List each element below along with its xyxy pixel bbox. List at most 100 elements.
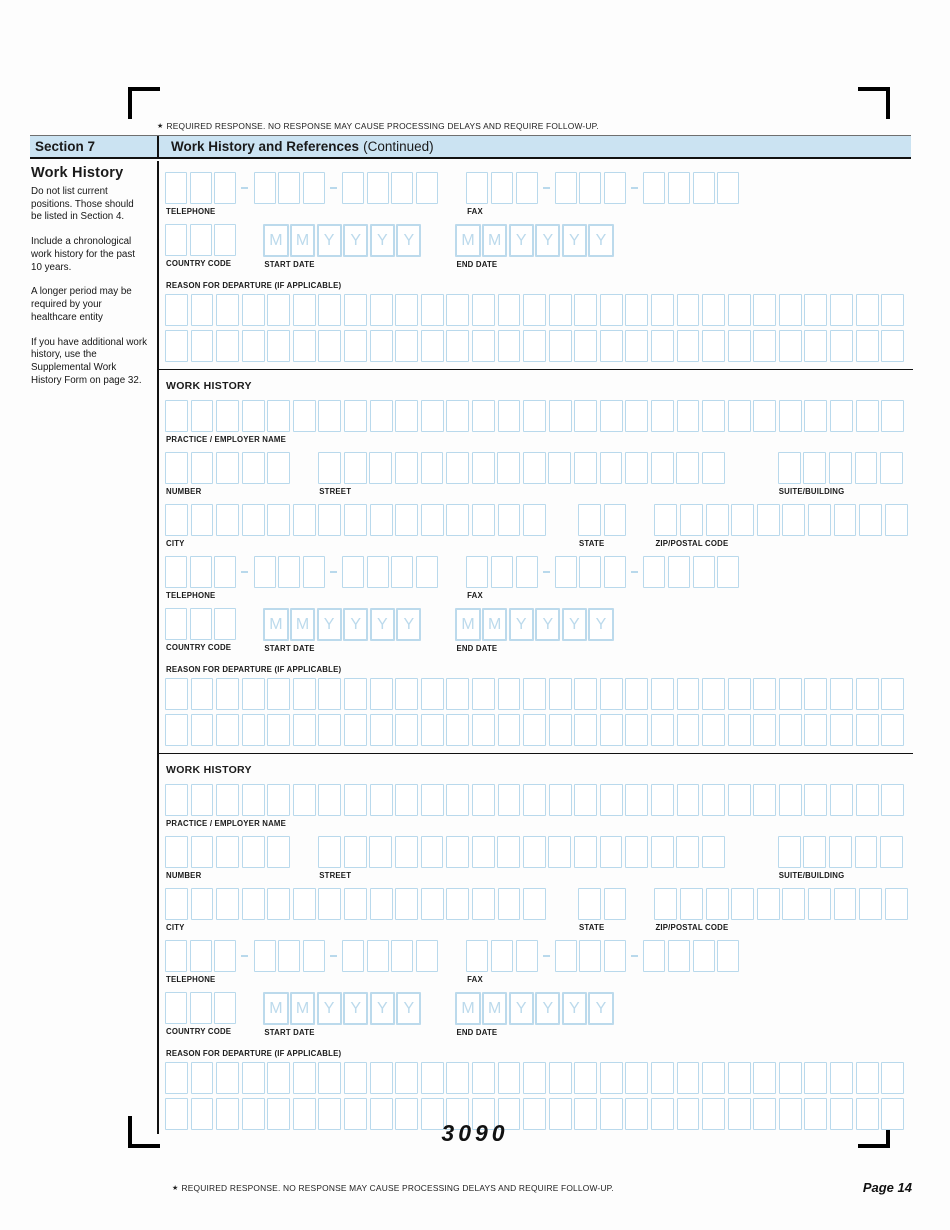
char-box[interactable] [471,452,495,484]
char-box[interactable] [523,1098,546,1130]
char-box[interactable] [369,714,393,746]
char-box[interactable] [731,888,755,920]
date-char-box[interactable]: Y [561,992,587,1025]
char-box[interactable] [190,400,214,432]
date-char-box[interactable]: M [263,608,289,641]
char-box[interactable] [701,452,725,484]
char-box[interactable] [165,400,188,432]
char-box[interactable] [241,1062,265,1094]
char-box[interactable] [828,836,852,868]
char-box[interactable] [471,1062,495,1094]
char-box[interactable] [267,784,291,816]
char-box[interactable] [394,452,418,484]
char-box[interactable] [216,836,240,868]
char-box[interactable] [165,714,188,746]
char-box[interactable] [577,888,601,920]
char-box[interactable] [214,556,237,588]
char-box[interactable] [420,504,444,536]
char-box[interactable] [778,330,802,362]
char-box[interactable] [344,294,367,326]
char-box[interactable] [471,400,495,432]
char-box[interactable] [369,836,393,868]
char-box[interactable] [523,888,546,920]
char-box[interactable] [344,714,367,746]
char-box[interactable] [778,294,802,326]
char-box[interactable] [676,836,700,868]
date-char-box[interactable]: Y [369,224,395,257]
char-box[interactable] [577,504,601,536]
char-box[interactable] [267,400,291,432]
char-box[interactable] [599,678,623,710]
char-box[interactable] [599,784,623,816]
char-box[interactable] [216,1098,240,1130]
char-box[interactable] [241,714,265,746]
char-box[interactable] [466,556,489,588]
char-box[interactable] [420,1098,444,1130]
char-box[interactable] [702,784,726,816]
char-box[interactable] [253,172,276,204]
char-box[interactable] [523,400,546,432]
char-box[interactable] [599,836,623,868]
char-box[interactable] [880,836,903,868]
char-box[interactable] [676,714,700,746]
char-box[interactable] [267,452,291,484]
char-box[interactable] [395,714,419,746]
char-box[interactable] [667,940,690,972]
char-box[interactable] [833,504,857,536]
char-box[interactable] [446,714,470,746]
char-box[interactable] [574,1098,598,1130]
char-box[interactable] [548,452,572,484]
char-box[interactable] [395,400,419,432]
char-box[interactable] [190,330,214,362]
date-char-box[interactable]: Y [316,992,342,1025]
char-box[interactable] [420,836,444,868]
char-box[interactable] [344,678,367,710]
char-box[interactable] [497,452,521,484]
char-box[interactable] [855,714,879,746]
char-box[interactable] [884,888,908,920]
char-box[interactable] [241,504,265,536]
char-box[interactable] [420,452,444,484]
char-box[interactable] [702,400,726,432]
char-box[interactable] [416,172,439,204]
char-box[interactable] [190,452,214,484]
date-char-box[interactable]: Y [535,608,561,641]
char-box[interactable] [676,400,700,432]
char-box[interactable] [804,1098,828,1130]
char-box[interactable] [189,608,212,640]
char-box[interactable] [490,172,513,204]
char-box[interactable] [650,678,674,710]
char-box[interactable] [830,294,853,326]
char-box[interactable] [778,1062,802,1094]
char-box[interactable] [241,784,265,816]
char-box[interactable] [515,556,538,588]
char-box[interactable] [189,556,212,588]
char-box[interactable] [705,504,729,536]
char-box[interactable] [676,294,700,326]
char-box[interactable] [574,784,598,816]
char-box[interactable] [497,836,521,868]
char-box[interactable] [497,678,521,710]
char-box[interactable] [705,888,729,920]
char-box[interactable] [165,678,188,710]
char-box[interactable] [807,504,831,536]
char-box[interactable] [680,888,703,920]
date-char-box[interactable]: M [482,224,508,257]
char-box[interactable] [884,504,908,536]
char-box[interactable] [395,888,419,920]
char-box[interactable] [625,714,649,746]
char-box[interactable] [753,1098,777,1130]
char-box[interactable] [165,452,188,484]
char-box[interactable] [803,452,827,484]
char-box[interactable] [369,1062,393,1094]
date-char-box[interactable]: Y [508,608,534,641]
char-box[interactable] [267,888,291,920]
char-box[interactable] [267,330,291,362]
char-box[interactable] [446,784,470,816]
date-char-box[interactable]: M [289,608,316,641]
char-box[interactable] [165,940,187,972]
char-box[interactable] [604,940,627,972]
char-box[interactable] [318,504,342,536]
char-box[interactable] [676,678,700,710]
char-box[interactable] [214,224,237,256]
